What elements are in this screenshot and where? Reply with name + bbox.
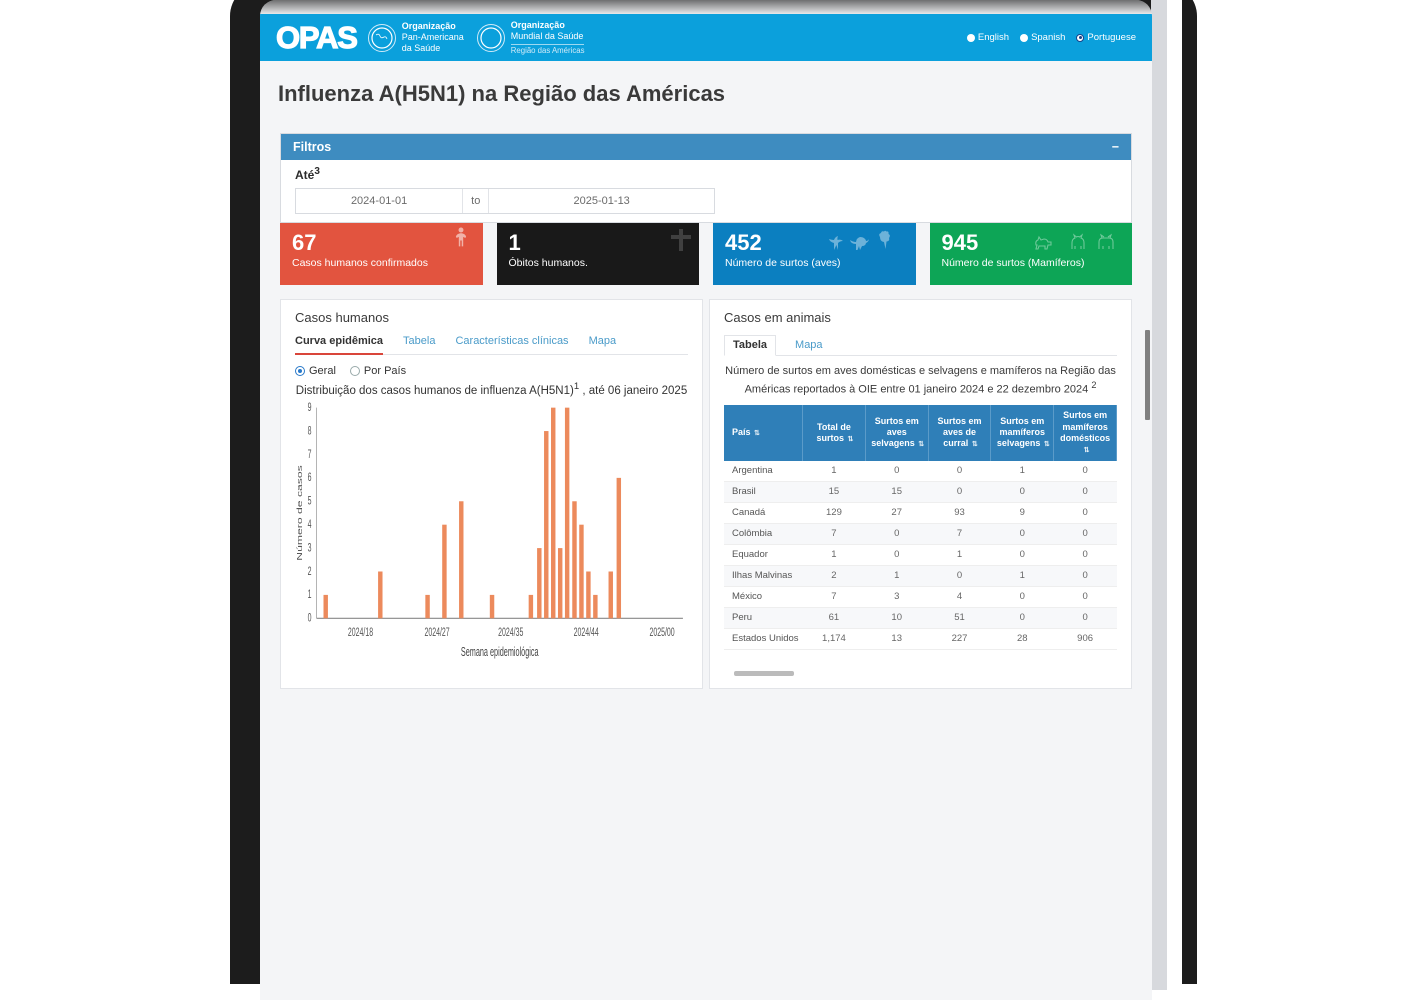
svg-text:2024/35: 2024/35 (498, 626, 524, 640)
svg-text:2: 2 (308, 565, 312, 579)
svg-text:Semana epidemiológica: Semana epidemiológica (461, 646, 539, 660)
svg-text:Número de casos: Número de casos (296, 465, 304, 561)
svg-text:1: 1 (308, 588, 312, 602)
svg-text:4: 4 (308, 518, 312, 532)
svg-text:2025/00: 2025/00 (649, 626, 675, 640)
svg-text:2024/27: 2024/27 (424, 626, 450, 640)
svg-text:3: 3 (308, 541, 312, 555)
svg-text:9: 9 (308, 401, 312, 415)
svg-text:7: 7 (308, 448, 312, 462)
svg-text:6: 6 (308, 471, 312, 485)
svg-text:0: 0 (308, 612, 312, 626)
svg-text:2024/44: 2024/44 (574, 626, 600, 640)
svg-text:8: 8 (308, 424, 312, 438)
svg-text:5: 5 (308, 495, 312, 509)
svg-text:2024/18: 2024/18 (348, 626, 374, 640)
